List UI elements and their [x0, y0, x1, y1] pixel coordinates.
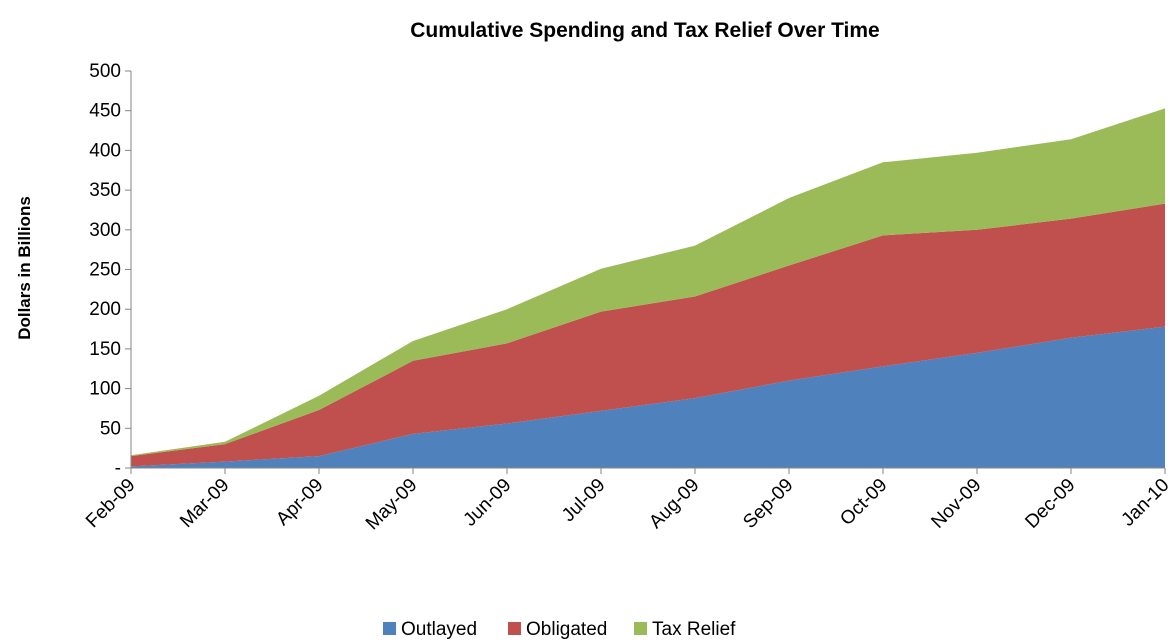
y-tick-label: -	[115, 458, 121, 479]
legend-label: Tax Relief	[652, 619, 736, 640]
legend-swatch	[508, 622, 521, 635]
area-tax-relief	[131, 108, 1165, 457]
y-axis-label: Dollars in Billions	[15, 196, 34, 340]
legend: Outlayed Obligated Tax Relief	[383, 619, 736, 640]
x-tick-label: Nov-09	[927, 475, 985, 533]
y-tick-label: 200	[89, 299, 121, 320]
chart-title: Cumulative Spending and Tax Relief Over …	[410, 19, 880, 42]
legend-swatch	[383, 622, 396, 635]
y-tick-label: 50	[100, 418, 121, 439]
x-tick-label: Jul-09	[558, 475, 609, 526]
x-tick-label: Aug-09	[645, 475, 703, 533]
y-tick-label: 400	[89, 140, 121, 161]
legend-label: Outlayed	[401, 619, 477, 640]
x-tick-labels: Feb-09 Mar-09 Apr-09 May-09 Jun-09 Jul-09 Aug-…	[82, 475, 1173, 535]
x-tick-label: May-09	[362, 475, 422, 535]
area-outlayed	[131, 326, 1165, 468]
y-tick-label: 300	[89, 220, 121, 241]
y-tick-label: 250	[89, 260, 121, 281]
x-tick-label: Sep-09	[739, 475, 797, 533]
y-tick-label: 450	[89, 101, 121, 122]
x-tick-label: Apr-09	[272, 475, 327, 530]
legend-item-outlayed: Outlayed	[383, 619, 477, 640]
x-tick-label: Jan-10	[1118, 475, 1174, 531]
legend-label: Obligated	[526, 619, 607, 640]
area-layers	[131, 108, 1165, 468]
x-tick-label: Mar-09	[176, 475, 233, 532]
x-tick-label: Jun-09	[460, 475, 516, 531]
y-tick-label: 100	[89, 379, 121, 400]
y-tick-label: 150	[89, 339, 121, 360]
x-tick-label: Feb-09	[82, 475, 139, 532]
y-tick-label: 500	[89, 61, 121, 82]
legend-item-tax-relief: Tax Relief	[634, 619, 736, 640]
area-obligated	[131, 203, 1165, 467]
x-tick-label: Dec-09	[1021, 475, 1079, 533]
legend-swatch	[634, 622, 647, 635]
x-tick-label: Oct-09	[836, 475, 891, 530]
legend-item-obligated: Obligated	[508, 619, 607, 640]
y-tick-label: 350	[89, 180, 121, 201]
axes	[125, 70, 1166, 474]
y-tick-labels: - 50 100 150 200 250 300 350 400 450 500	[89, 61, 121, 479]
